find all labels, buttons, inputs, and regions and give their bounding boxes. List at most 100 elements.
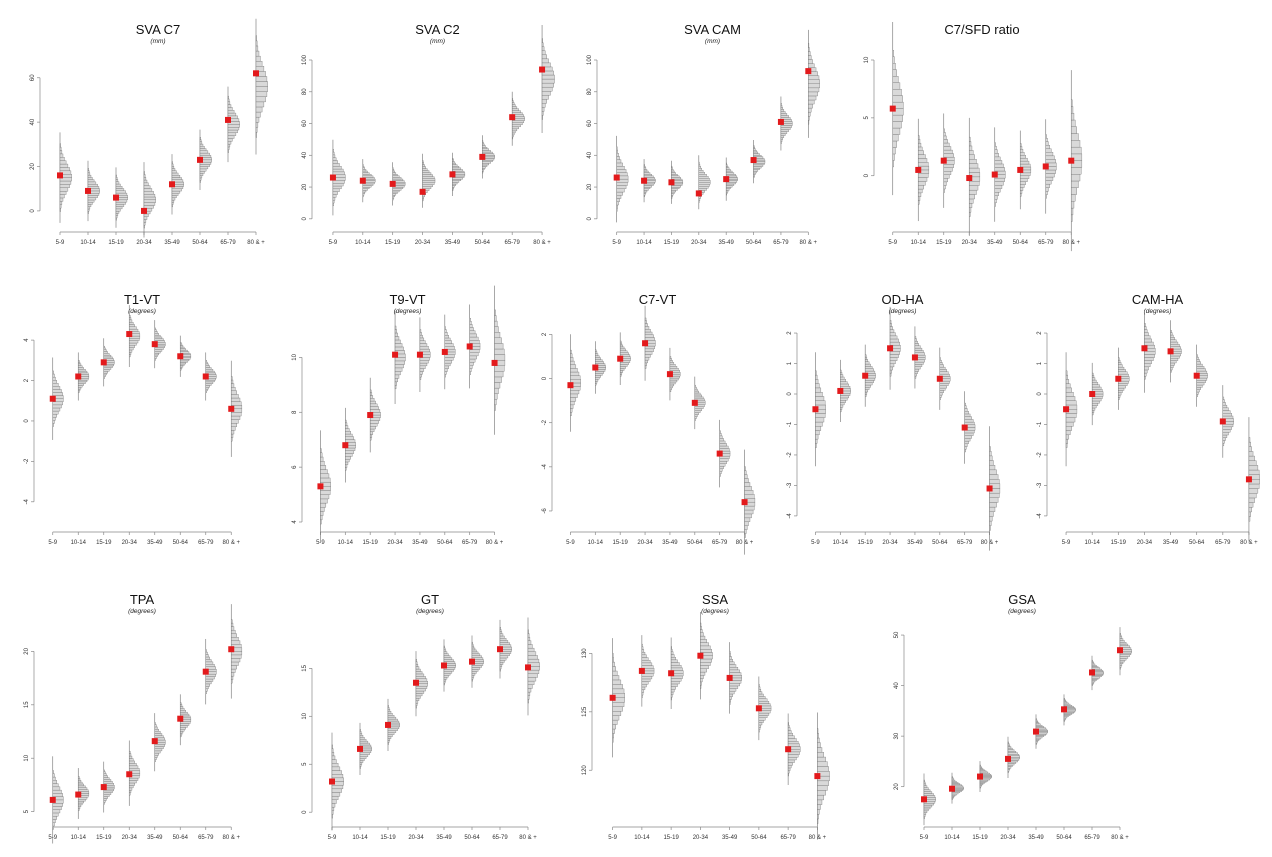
histogram-bin xyxy=(612,657,614,663)
histogram-bin xyxy=(171,172,179,176)
histogram-bin xyxy=(320,477,331,483)
data-point-5-9 xyxy=(57,172,63,179)
histogram-bin xyxy=(943,153,954,158)
histogram-bin xyxy=(320,448,322,454)
histogram-bin xyxy=(1007,767,1011,770)
histogram-bin xyxy=(641,673,654,677)
x-tick-label: 20-34 xyxy=(1137,540,1153,546)
histogram-bin xyxy=(87,211,89,214)
x-tick-label: 50-64 xyxy=(687,540,703,546)
histogram-bin xyxy=(154,351,161,354)
histogram-bin xyxy=(787,757,797,761)
histogram-bin xyxy=(726,162,727,165)
y-tick-label: 10 xyxy=(302,712,308,719)
histogram-bin xyxy=(1222,407,1229,411)
histogram-bin xyxy=(865,384,871,388)
histogram-bin xyxy=(199,137,201,140)
histogram-bin xyxy=(669,358,672,361)
data-point-80 & + xyxy=(525,664,531,671)
histogram-bin xyxy=(1092,384,1100,388)
histogram-bin xyxy=(332,157,337,161)
x-tick-label: 35-49 xyxy=(445,240,461,246)
x-tick-label: 65-79 xyxy=(780,835,796,841)
histogram-bin xyxy=(419,360,429,364)
x-tick-label: 10-14 xyxy=(588,540,604,546)
histogram-bin xyxy=(345,461,349,465)
histogram-bin xyxy=(231,629,236,634)
histogram-bin xyxy=(939,394,942,398)
histogram-bin xyxy=(817,785,828,791)
histogram-bin xyxy=(129,780,137,784)
histogram-bin xyxy=(231,665,237,670)
x-tick-label: 80 & + xyxy=(222,540,240,546)
histogram-bin xyxy=(815,370,817,376)
histogram-bin xyxy=(227,135,235,139)
histogram-bin xyxy=(59,167,70,172)
histogram-bin xyxy=(78,804,82,807)
histogram-bin xyxy=(205,659,212,663)
histogram-bin xyxy=(787,722,789,726)
histogram-bin xyxy=(787,738,797,742)
histogram-bin xyxy=(527,669,540,674)
histogram-bin xyxy=(719,473,721,477)
distribution-35-49 xyxy=(419,317,431,392)
histogram-bin xyxy=(918,135,920,140)
histogram-bin xyxy=(726,172,735,175)
histogram-bin xyxy=(345,431,351,435)
histogram-bin xyxy=(255,50,260,57)
histogram-bin xyxy=(892,88,902,96)
histogram-bin xyxy=(918,188,923,194)
histogram-bin xyxy=(616,162,623,167)
distribution-15-19 xyxy=(979,761,992,793)
histogram-bin xyxy=(570,371,580,376)
histogram-bin xyxy=(419,371,423,375)
histogram-bin xyxy=(392,167,394,170)
histogram-bin xyxy=(499,642,510,645)
histogram-bin xyxy=(255,127,258,133)
histogram-bin xyxy=(387,714,395,718)
histogram-bin xyxy=(443,659,454,662)
histogram-bin xyxy=(595,377,600,380)
histogram-bin xyxy=(1248,488,1259,494)
x-tick-label: 15-19 xyxy=(96,835,112,841)
data-point-5-9 xyxy=(567,382,574,389)
histogram-bin xyxy=(787,732,793,737)
histogram-bin xyxy=(918,177,928,182)
distribution-5-9 xyxy=(52,756,64,844)
distribution-10-14 xyxy=(917,118,930,222)
histogram-bin xyxy=(1071,113,1075,121)
histogram-bin xyxy=(482,166,486,169)
histogram-bin xyxy=(205,367,212,370)
chart-panel-2: SVA CAM (mm) 0 20 40 60 80 100 5-9 10-14 15-19 20-3… xyxy=(585,22,830,252)
histogram-bin xyxy=(87,202,93,205)
histogram-bin xyxy=(808,111,811,117)
histogram-bin xyxy=(52,822,55,827)
histogram-bin xyxy=(1045,194,1047,199)
histogram-bin xyxy=(180,711,188,715)
x-tick-label: 20-34 xyxy=(637,540,653,546)
histogram-bin xyxy=(444,343,454,347)
histogram-bin xyxy=(969,189,977,195)
histogram-bin xyxy=(103,376,105,379)
histogram-bin xyxy=(362,193,365,196)
histogram-bin xyxy=(1045,141,1049,146)
histogram-bin xyxy=(780,111,786,114)
histogram-bin xyxy=(332,166,342,170)
histogram-bin xyxy=(171,202,174,205)
histogram-bin xyxy=(370,420,379,424)
histogram-bin xyxy=(808,75,820,80)
histogram-bin xyxy=(1196,354,1198,358)
histogram-bin xyxy=(143,205,154,209)
histogram-bin xyxy=(362,188,368,191)
histogram-bin xyxy=(780,107,783,110)
histogram-bin xyxy=(994,167,1005,172)
histogram-bin xyxy=(914,364,923,367)
histogram-bin xyxy=(471,665,482,668)
histogram-bin xyxy=(52,809,61,814)
histogram-bin xyxy=(331,759,337,764)
histogram-bin xyxy=(482,161,491,164)
histogram-bin xyxy=(512,128,518,132)
histogram-bin xyxy=(362,169,367,172)
histogram-bin xyxy=(227,95,229,100)
